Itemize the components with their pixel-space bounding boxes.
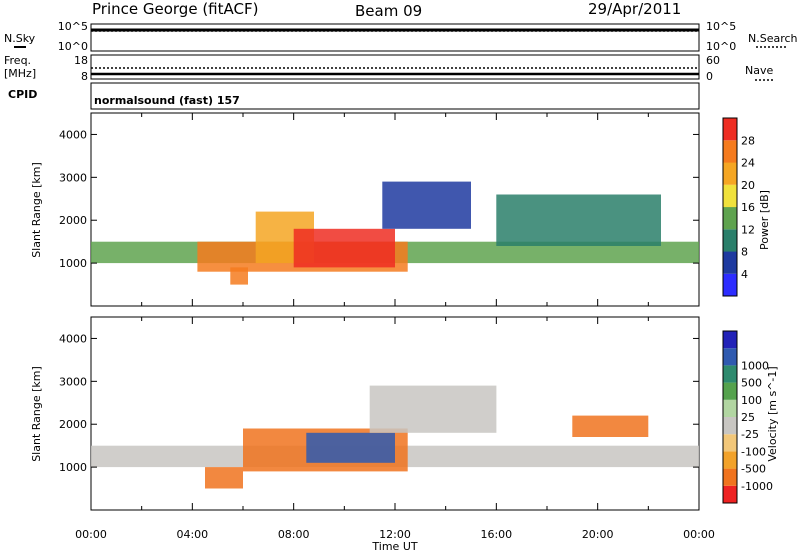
velocity-colorbar-title: Velocity [m s^-1] bbox=[766, 366, 779, 461]
y-tick-label: 4000 bbox=[59, 128, 87, 141]
colorbar-swatch bbox=[723, 273, 737, 297]
x-tick-label: 00:00 bbox=[75, 528, 107, 541]
colorbar-tick-label: -25 bbox=[741, 428, 759, 441]
colorbar-swatch bbox=[723, 382, 737, 400]
freq-tick-bottom: 8 bbox=[81, 70, 88, 83]
colorbar-tick-label: 1000 bbox=[741, 359, 769, 372]
x-tick-label: 08:00 bbox=[278, 528, 310, 541]
power-y-axis-title: Slant Range [km] bbox=[30, 162, 43, 258]
freq-tick-top: 18 bbox=[74, 54, 88, 67]
colorbar-tick-label: -500 bbox=[741, 463, 766, 476]
noise-tick-bottom-left: 10^0 bbox=[58, 40, 88, 53]
x-tick-label: 00:00 bbox=[683, 528, 715, 541]
x-axis-ticks: 00:00 04:00 08:00 12:00 16:00 20:00 00:00 bbox=[75, 528, 715, 541]
colorbar-tick-label: 500 bbox=[741, 377, 762, 390]
power-colorbar: 4 8 12 16 20 24 28 bbox=[722, 117, 755, 297]
nsky-label: N.Sky bbox=[4, 32, 36, 45]
colorbar-swatch bbox=[723, 251, 737, 274]
colorbar-swatch bbox=[723, 417, 737, 435]
x-tick-label: 16:00 bbox=[480, 528, 512, 541]
data-band bbox=[205, 467, 243, 489]
noise-tick-top-right: 10^5 bbox=[706, 20, 736, 33]
nave-tick-bottom: 0 bbox=[706, 70, 713, 83]
velocity-data-layer bbox=[91, 385, 699, 489]
colorbar-frame bbox=[722, 330, 738, 504]
noise-tick-bottom-right: 10^0 bbox=[706, 40, 736, 53]
freq-label: Freq. bbox=[4, 54, 31, 67]
colorbar-swatch bbox=[723, 184, 737, 208]
data-band bbox=[306, 432, 395, 463]
colorbar-tick-label: 16 bbox=[741, 201, 755, 214]
y-tick-label: 2000 bbox=[59, 418, 87, 431]
colorbar-tick-label: 12 bbox=[741, 223, 755, 236]
cpid-panel-frame bbox=[90, 82, 700, 110]
colorbar-swatch bbox=[723, 485, 737, 503]
noise-tick-top-left: 10^5 bbox=[58, 20, 88, 33]
colorbar-swatch bbox=[723, 468, 737, 486]
nave-label: Nave bbox=[745, 64, 773, 77]
station-title: Prince George (fitACF) bbox=[92, 0, 258, 18]
colorbar-tick-label: -100 bbox=[741, 445, 766, 458]
velocity-y-axis-title: Slant Range [km] bbox=[30, 366, 43, 462]
x-tick-label: 04:00 bbox=[176, 528, 208, 541]
mhz-label: [MHz] bbox=[4, 67, 36, 80]
colorbar-swatch bbox=[723, 348, 737, 366]
colorbar-tick-label: 25 bbox=[741, 411, 755, 424]
y-tick-label: 3000 bbox=[59, 375, 87, 388]
colorbar-swatch bbox=[723, 207, 737, 230]
data-band bbox=[293, 228, 395, 268]
noise-panel-frame bbox=[90, 23, 700, 52]
date-label: 29/Apr/2011 bbox=[588, 0, 681, 18]
power-y-ticks: 1000 2000 3000 4000 bbox=[59, 113, 700, 306]
colorbar-tick-label: 100 bbox=[741, 394, 762, 407]
colorbar-tick-label: 4 bbox=[741, 268, 748, 281]
y-tick-label: 3000 bbox=[59, 171, 87, 184]
colorbar-tick-label: 20 bbox=[741, 179, 755, 192]
y-tick-label: 4000 bbox=[59, 332, 87, 345]
cpid-text: normalsound (fast) 157 bbox=[94, 94, 240, 107]
nave-tick-top: 60 bbox=[706, 54, 720, 67]
x-axis-title: Time UT bbox=[371, 540, 417, 553]
data-band bbox=[572, 415, 649, 437]
data-band bbox=[496, 194, 661, 246]
colorbar-frame bbox=[722, 117, 738, 297]
power-colorbar-title: Power [dB] bbox=[758, 190, 771, 250]
colorbar-swatch bbox=[723, 140, 737, 163]
y-tick-label: 1000 bbox=[59, 257, 87, 270]
colorbar-swatch bbox=[723, 399, 737, 417]
data-band bbox=[369, 385, 497, 433]
colorbar-swatch bbox=[723, 229, 737, 252]
colorbar-tick-label: 8 bbox=[741, 246, 748, 259]
cpid-label: CPID bbox=[8, 88, 37, 101]
y-tick-label: 1000 bbox=[59, 461, 87, 474]
data-band bbox=[382, 181, 471, 229]
y-tick-label: 2000 bbox=[59, 214, 87, 227]
power-data-layer bbox=[91, 181, 699, 285]
colorbar-swatch bbox=[723, 118, 737, 141]
colorbar-swatch bbox=[723, 365, 737, 383]
freq-panel-frame bbox=[90, 54, 700, 80]
colorbar-swatch bbox=[723, 162, 737, 185]
x-tick-label: 20:00 bbox=[582, 528, 614, 541]
colorbar-tick-label: -1000 bbox=[741, 480, 773, 493]
colorbar-tick-label: 24 bbox=[741, 157, 755, 170]
beam-label: Beam 09 bbox=[355, 2, 422, 20]
data-band bbox=[230, 267, 248, 285]
colorbar-swatch bbox=[723, 451, 737, 469]
velocity-y-ticks: 1000 2000 3000 4000 bbox=[59, 317, 700, 510]
nsearch-label: N.Search bbox=[748, 32, 798, 45]
colorbar-swatch bbox=[723, 331, 737, 349]
colorbar-tick-label: 28 bbox=[741, 134, 755, 147]
velocity-colorbar: -1000 -500 -100 -25 25 100 500 1000 bbox=[722, 330, 773, 504]
colorbar-swatch bbox=[723, 434, 737, 452]
x-tick-label: 12:00 bbox=[379, 528, 411, 541]
